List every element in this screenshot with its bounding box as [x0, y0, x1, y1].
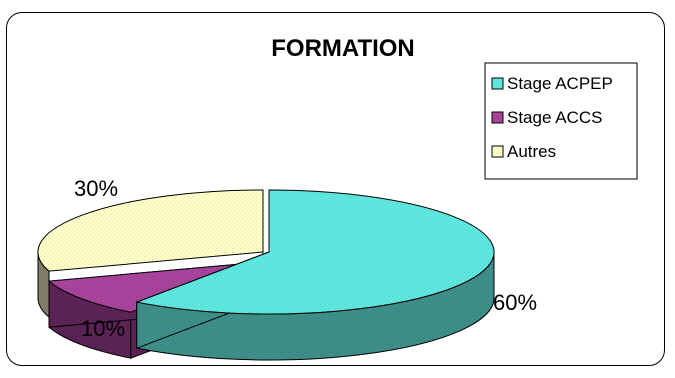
slice-side-texture-autres: [38, 252, 50, 318]
legend-box: [484, 62, 638, 180]
slice-top-texture-stage-acpep: [136, 190, 494, 314]
chart-title: FORMATION: [271, 35, 415, 62]
legend-swatch-texture-autres: [492, 146, 503, 157]
legend-label-stage-acpep: Stage ACPEP: [507, 74, 613, 93]
data-label-stage-acpep: 60%: [493, 290, 537, 315]
legend-swatch-texture-stage-acpep: [492, 78, 503, 89]
legend-swatch-texture-stage-accs: [492, 112, 503, 123]
legend-label-stage-accs: Stage ACCS: [507, 108, 602, 127]
legend: Stage ACPEP Stage ACCS Autres: [484, 62, 638, 180]
slice-side-texture-stage-acpep: [136, 252, 494, 360]
legend-label-autres: Autres: [507, 142, 556, 161]
slices-layer: [37, 189, 495, 361]
slice-autres: [37, 189, 264, 319]
data-label-autres: 30%: [74, 176, 118, 201]
data-label-stage-accs: 10%: [81, 316, 125, 341]
data-labels-layer: 60% 10% 30%: [74, 176, 537, 341]
legend-items: Stage ACPEP Stage ACCS Autres: [491, 74, 613, 161]
slice-top-texture-autres: [37, 190, 263, 272]
slice-stage-acpep: [134, 189, 495, 361]
